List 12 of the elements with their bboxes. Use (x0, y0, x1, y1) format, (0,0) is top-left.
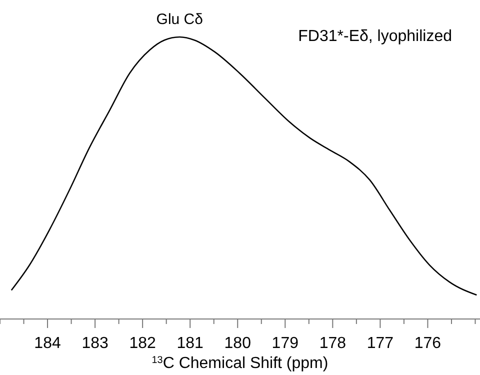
x-tick-label: 180 (224, 335, 252, 352)
x-tick-label: 183 (82, 335, 108, 352)
x-tick-label: 178 (319, 335, 346, 352)
x-tick-label: 184 (34, 335, 61, 352)
x-tick-label: 182 (129, 335, 156, 352)
x-tick-label: 176 (414, 335, 442, 352)
x-axis-title: $^{13}$C Chemical Shift (ppm) (152, 354, 328, 372)
x-tick-label: 181 (176, 335, 204, 352)
x-tick-label: 177 (366, 335, 394, 352)
annotation: Glu Cδ (156, 11, 203, 28)
chart-title: FD31*-Eδ, lyophilized (298, 28, 452, 45)
x-tick-label: 179 (272, 335, 299, 352)
